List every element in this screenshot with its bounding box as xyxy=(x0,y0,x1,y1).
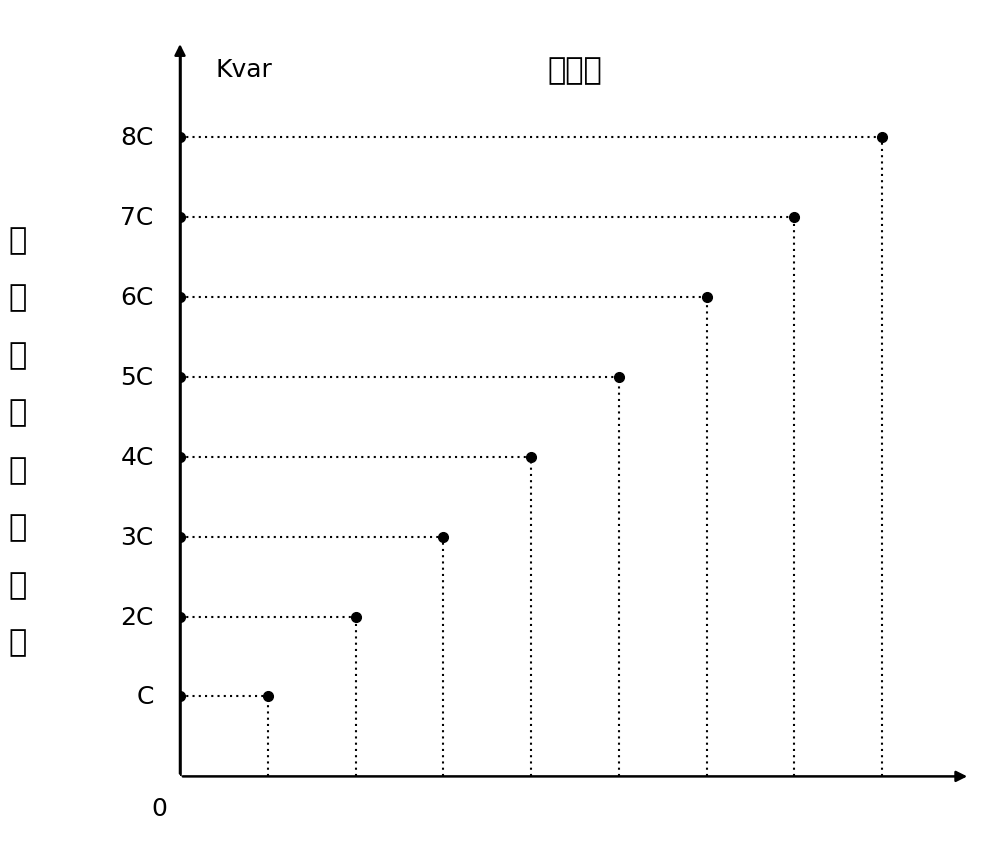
Text: 电: 电 xyxy=(8,225,27,255)
Text: 0: 0 xyxy=(151,797,167,820)
Text: 4C: 4C xyxy=(120,446,154,469)
Text: Kvar: Kvar xyxy=(215,58,272,82)
Text: 8C: 8C xyxy=(120,126,154,150)
Text: 补: 补 xyxy=(8,456,27,484)
Text: 容: 容 xyxy=(8,283,27,312)
Text: 偿: 偿 xyxy=(8,513,27,542)
Text: 组: 组 xyxy=(8,398,27,427)
Text: C: C xyxy=(136,684,154,709)
Text: 模式一: 模式一 xyxy=(548,56,602,84)
Text: 量: 量 xyxy=(8,628,27,657)
Text: 6C: 6C xyxy=(120,285,154,310)
Text: 2C: 2C xyxy=(120,605,154,629)
Text: 器: 器 xyxy=(8,341,27,370)
Text: 7C: 7C xyxy=(120,206,154,230)
Text: 容: 容 xyxy=(8,571,27,599)
Text: 5C: 5C xyxy=(121,365,154,389)
Text: 3C: 3C xyxy=(120,525,154,549)
